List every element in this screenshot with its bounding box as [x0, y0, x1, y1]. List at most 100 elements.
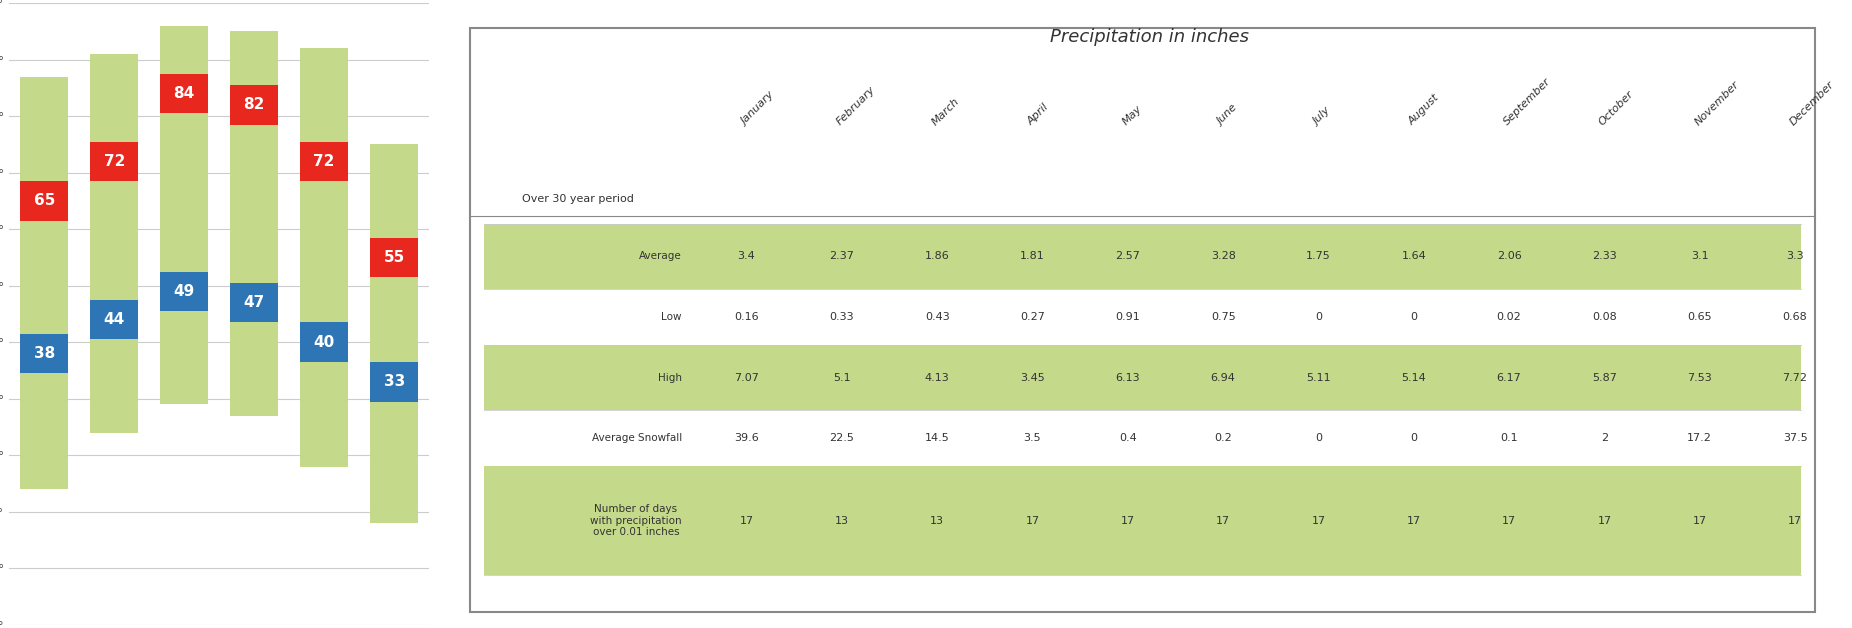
Text: 17: 17 — [739, 516, 754, 526]
Text: Average: Average — [639, 251, 682, 261]
Text: 38: 38 — [33, 346, 56, 361]
Text: 17: 17 — [1598, 516, 1611, 526]
Text: 2.37: 2.37 — [830, 251, 854, 261]
Text: 2.33: 2.33 — [1593, 251, 1617, 261]
Text: 5.1: 5.1 — [833, 373, 850, 382]
Text: December: December — [1787, 79, 1835, 127]
Text: Low: Low — [661, 312, 682, 322]
Bar — [230, 31, 278, 416]
Text: 33: 33 — [383, 374, 406, 389]
Bar — [91, 141, 139, 181]
Bar — [300, 322, 348, 362]
Text: Over 30 year period: Over 30 year period — [522, 194, 633, 204]
Text: 40: 40 — [313, 335, 335, 350]
Text: April: April — [1026, 102, 1050, 127]
Text: 13: 13 — [835, 516, 848, 526]
Text: 0.75: 0.75 — [1211, 312, 1235, 322]
Text: 0.91: 0.91 — [1115, 312, 1141, 322]
Text: 14.5: 14.5 — [924, 433, 950, 443]
Text: 22.5: 22.5 — [830, 433, 854, 443]
Text: May: May — [1120, 104, 1145, 127]
Text: 1.64: 1.64 — [1402, 251, 1426, 261]
Text: 17: 17 — [1408, 516, 1420, 526]
Text: 0.08: 0.08 — [1593, 312, 1617, 322]
Text: 17: 17 — [1787, 516, 1802, 526]
FancyBboxPatch shape — [483, 467, 1802, 575]
Text: 17: 17 — [1693, 516, 1708, 526]
Text: 0.33: 0.33 — [830, 312, 854, 322]
Text: 0.16: 0.16 — [733, 312, 759, 322]
Text: 44: 44 — [104, 312, 124, 327]
Text: 6.94: 6.94 — [1211, 373, 1235, 382]
FancyBboxPatch shape — [483, 224, 1802, 289]
Text: 5.11: 5.11 — [1306, 373, 1332, 382]
Text: 2.57: 2.57 — [1115, 251, 1141, 261]
Text: 49: 49 — [174, 284, 194, 299]
Text: 4.13: 4.13 — [924, 373, 950, 382]
Text: 3.1: 3.1 — [1691, 251, 1709, 261]
Text: High: High — [657, 373, 682, 382]
Text: 6.17: 6.17 — [1496, 373, 1522, 382]
Text: 0.02: 0.02 — [1496, 312, 1522, 322]
Text: 37.5: 37.5 — [1783, 433, 1808, 443]
Text: 0: 0 — [1409, 312, 1417, 322]
Bar — [370, 144, 419, 523]
Text: 7.53: 7.53 — [1687, 373, 1711, 382]
FancyBboxPatch shape — [483, 345, 1802, 410]
Text: 3.28: 3.28 — [1211, 251, 1235, 261]
Text: 17: 17 — [1311, 516, 1326, 526]
Text: 0: 0 — [1315, 312, 1322, 322]
Text: 47: 47 — [244, 295, 265, 310]
Text: 39.6: 39.6 — [733, 433, 759, 443]
Text: 1.75: 1.75 — [1306, 251, 1332, 261]
Text: February: February — [835, 85, 878, 127]
Text: 82: 82 — [243, 97, 265, 112]
Text: 0.65: 0.65 — [1687, 312, 1711, 322]
Text: January: January — [739, 90, 776, 127]
Text: Precipitation in inches: Precipitation in inches — [1050, 28, 1248, 46]
Bar — [161, 74, 207, 113]
Bar — [91, 54, 139, 433]
Bar — [20, 334, 69, 373]
Text: August: August — [1408, 93, 1441, 127]
Bar — [230, 283, 278, 323]
Text: November: November — [1693, 79, 1741, 127]
Bar — [370, 237, 419, 277]
Text: 3.4: 3.4 — [737, 251, 756, 261]
Text: 3.45: 3.45 — [1020, 373, 1045, 382]
Text: 1.86: 1.86 — [924, 251, 950, 261]
Text: 6.13: 6.13 — [1115, 373, 1141, 382]
Text: June: June — [1217, 104, 1241, 127]
Text: 84: 84 — [174, 86, 194, 101]
Text: July: July — [1311, 106, 1333, 127]
Text: 0.68: 0.68 — [1783, 312, 1808, 322]
Text: 0.43: 0.43 — [924, 312, 950, 322]
Bar — [91, 300, 139, 339]
Text: 13: 13 — [930, 516, 945, 526]
Text: 7.72: 7.72 — [1783, 373, 1808, 382]
Text: 2.06: 2.06 — [1496, 251, 1522, 261]
Text: 17: 17 — [1217, 516, 1230, 526]
Text: 0.27: 0.27 — [1020, 312, 1045, 322]
Text: 2: 2 — [1600, 433, 1608, 443]
Bar — [161, 271, 207, 311]
Bar — [161, 26, 207, 404]
Text: Average Snowfall: Average Snowfall — [591, 433, 682, 443]
Text: October: October — [1598, 89, 1635, 127]
Bar — [300, 48, 348, 467]
Text: 55: 55 — [383, 250, 406, 265]
Text: 5.14: 5.14 — [1402, 373, 1426, 382]
Text: 0: 0 — [1409, 433, 1417, 443]
Text: 17: 17 — [1026, 516, 1039, 526]
Text: 17: 17 — [1502, 516, 1517, 526]
Bar — [20, 181, 69, 220]
Text: 1.81: 1.81 — [1020, 251, 1045, 261]
Text: 0.2: 0.2 — [1215, 433, 1232, 443]
Bar — [300, 141, 348, 181]
Text: 3.5: 3.5 — [1024, 433, 1041, 443]
Text: 72: 72 — [104, 154, 124, 169]
Text: 0: 0 — [1315, 433, 1322, 443]
Text: 5.87: 5.87 — [1593, 373, 1617, 382]
Bar — [230, 85, 278, 124]
Text: 17.2: 17.2 — [1687, 433, 1713, 443]
